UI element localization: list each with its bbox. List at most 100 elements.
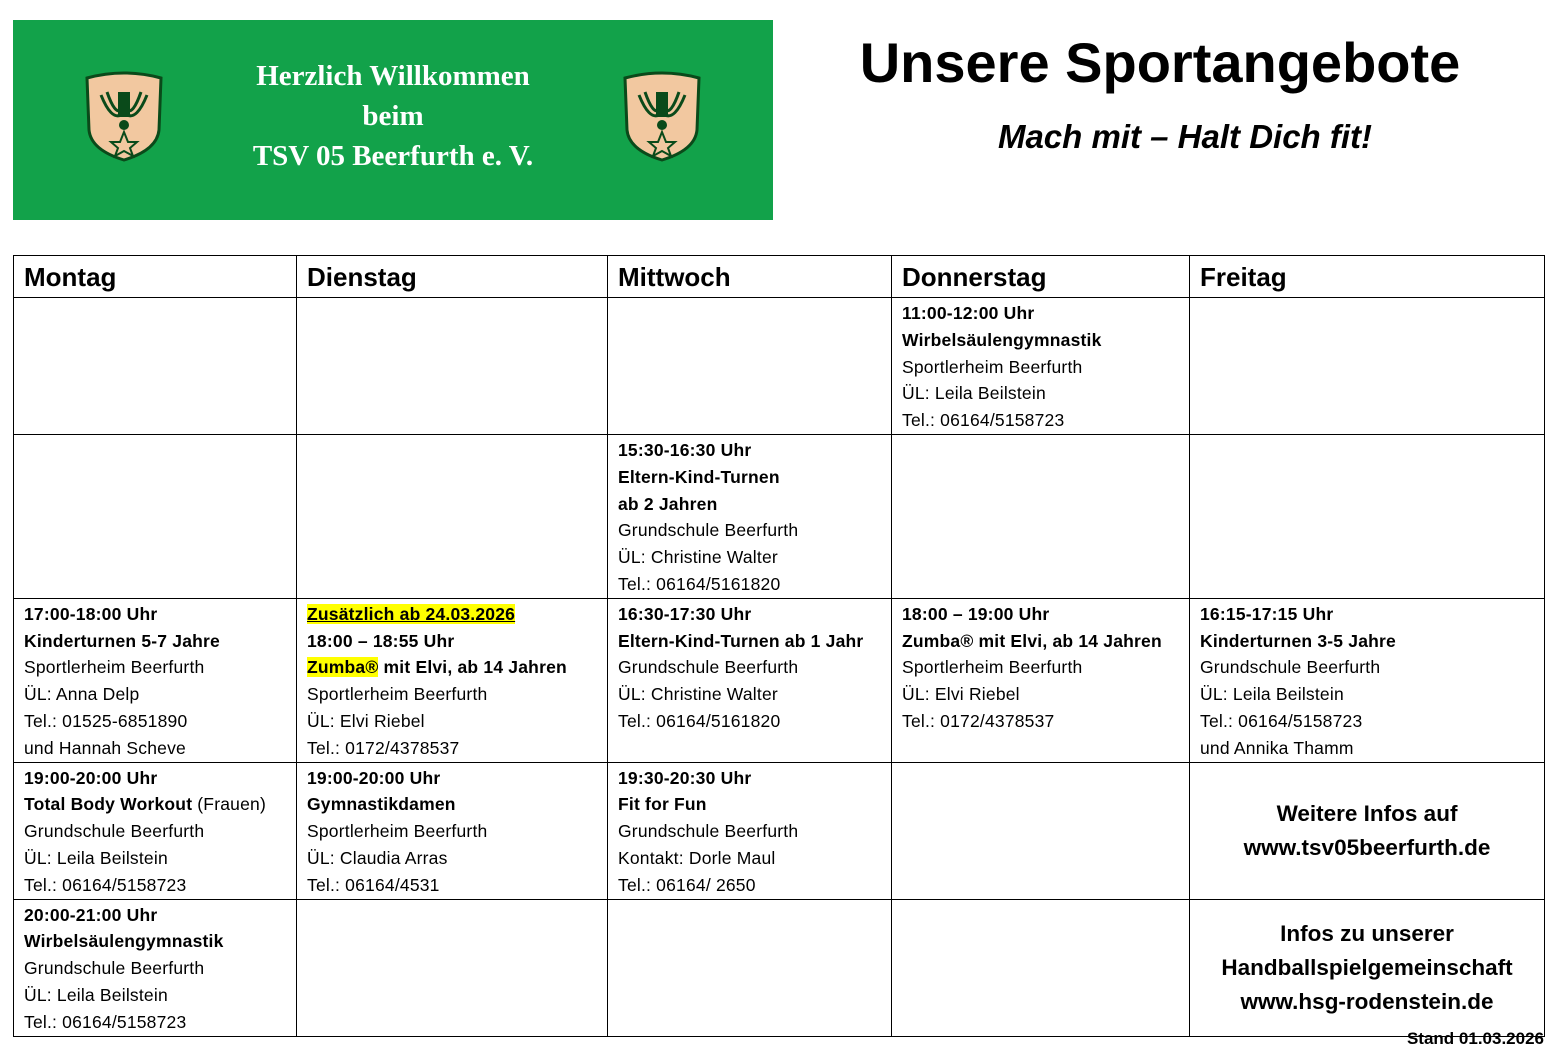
activity-text: Eltern-Kind-Turnen ab 1 Jahr (618, 630, 864, 651)
activity-line: 18:00 – 19:00 Uhr (902, 601, 1189, 628)
website-link[interactable]: www.hsg-rodenstein.de (1240, 988, 1494, 1014)
activity-line: Tel.: 0172/4378537 (307, 735, 607, 762)
activity-text: Eltern-Kind-Turnen (618, 466, 780, 487)
activity-text: Grundschule Beerfurth (618, 657, 799, 678)
schedule-cell (891, 898, 1190, 1037)
activity-text: Gymnastikdamen (307, 794, 456, 815)
activity-text: Tel.: 06164/5158723 (24, 1011, 187, 1032)
activity-text: 18:00 – 19:00 Uhr (902, 603, 1050, 624)
activity-line: Grundschule Beerfurth (24, 955, 296, 982)
stand-date: Stand 01.03.2026 (1406, 1029, 1544, 1048)
activity-text: Total Body Workout (24, 794, 193, 815)
activity-text: Tel.: 06164/ 2650 (618, 874, 756, 895)
day-header-dienstag: Dienstag (296, 255, 608, 298)
activity-line: Zumba® mit Elvi, ab 14 Jahren (307, 654, 607, 681)
activity-line: und Hannah Scheve (24, 735, 296, 762)
activity-text: Tel.: 0172/4378537 (307, 737, 460, 758)
activity-line: Tel.: 06164/5158723 (24, 872, 296, 899)
club-crest-icon (85, 71, 163, 162)
activity-line: Tel.: 06164/5158723 (902, 407, 1189, 434)
activity-text: Wirbelsäulengymnastik (24, 931, 224, 952)
activity-line: ÜL: Christine Walter (618, 681, 891, 708)
activity-text: ÜL: Elvi Riebel (902, 684, 1020, 705)
activity-text: Sportlerheim Beerfurth (307, 821, 488, 842)
schedule-cell (607, 297, 892, 435)
activity-line: Sportlerheim Beerfurth (24, 654, 296, 681)
activity-line: Wirbelsäulengymnastik (24, 928, 296, 955)
club-crest-icon (623, 71, 701, 162)
activity-line: ÜL: Elvi Riebel (307, 708, 607, 735)
schedule-cell: 11:00-12:00 Uhr Wirbelsäulengymnastik Spor… (891, 297, 1190, 435)
day-header-donnerstag: Donnerstag (891, 255, 1190, 298)
activity-text: 19:00-20:00 Uhr (24, 767, 158, 788)
activity-line: 19:00-20:00 Uhr (24, 765, 296, 792)
schedule-row: 20:00-21:00 Uhr Wirbelsäulengymnastik Grun… (13, 898, 1545, 1037)
activity-text: (Frauen) (192, 794, 266, 815)
schedule-cell (13, 297, 297, 435)
activity-text: 20:00-21:00 Uhr (24, 904, 158, 925)
activity-text: Grundschule Beerfurth (618, 821, 799, 842)
activity-line: Total Body Workout (Frauen) (24, 791, 296, 818)
activity-line: Grundschule Beerfurth (618, 517, 891, 544)
schedule-cell: 16:30-17:30 Uhr Eltern-Kind-Turnen ab 1 J… (607, 597, 892, 763)
activity-text: und Hannah Scheve (24, 737, 186, 758)
activity-line: Sportlerheim Beerfurth (902, 354, 1189, 381)
schedule-cell: 19:00-20:00 Uhr Total Body Workout (Fraue… (13, 761, 297, 900)
activity-line: ÜL: Elvi Riebel (902, 681, 1189, 708)
activity-line: Fit for Fun (618, 791, 891, 818)
activity-line: Grundschule Beerfurth (618, 818, 891, 845)
activity-line: 19:30-20:30 Uhr (618, 765, 891, 792)
activity-line: 19:00-20:00 Uhr (307, 765, 607, 792)
schedule-cell: Weitere Infos auf www.tsv05beerfurth.de (1189, 761, 1545, 900)
activity-text: ab 2 Jahren (618, 493, 718, 514)
page-subtitle: Mach mit – Halt Dich fit! (997, 118, 1373, 155)
highlighted-text: Zumba® (307, 657, 379, 678)
activity-line: 18:00 – 18:55 Uhr (307, 628, 607, 655)
schedule-cell (607, 898, 892, 1037)
activity-text: und Annika Thamm (1200, 737, 1354, 758)
info-text: Weitere Infos auf (1276, 800, 1458, 826)
activity-line: 17:00-18:00 Uhr (24, 601, 296, 628)
activity-text: Wirbelsäulengymnastik (902, 329, 1102, 350)
activity-line: ÜL: Claudia Arras (307, 845, 607, 872)
page-title: Unsere Sportangebote (859, 31, 1461, 94)
activity-line: Kinderturnen 5-7 Jahre (24, 628, 296, 655)
schedule-cell: 20:00-21:00 Uhr Wirbelsäulengymnastik Grun… (13, 898, 297, 1037)
activity-text: ÜL: Leila Beilstein (1200, 684, 1344, 705)
activity-text: ÜL: Christine Walter (618, 547, 778, 568)
activity-text: 19:00-20:00 Uhr (307, 767, 441, 788)
welcome-line: Herzlich Willkommen (256, 60, 530, 92)
activity-line: Gymnastikdamen (307, 791, 607, 818)
activity-line: Wirbelsäulengymnastik (902, 327, 1189, 354)
activity-text: Tel.: 06164/5161820 (618, 710, 781, 731)
activity-line: Tel.: 06164/5161820 (618, 708, 891, 735)
activity-text: Grundschule Beerfurth (24, 958, 205, 979)
website-link[interactable]: www.tsv05beerfurth.de (1243, 834, 1491, 860)
activity-text: Sportlerheim Beerfurth (24, 657, 205, 678)
activity-text: ÜL: Leila Beilstein (24, 984, 168, 1005)
activity-text: Kinderturnen 3-5 Jahre (1200, 630, 1396, 651)
activity-text: Tel.: 06164/5158723 (24, 874, 187, 895)
activity-line: ÜL: Anna Delp (24, 681, 296, 708)
day-header-mittwoch: Mittwoch (607, 255, 892, 298)
activity-line: Zusätzlich ab 24.03.2026 (307, 601, 607, 628)
activity-text: Tel.: 01525-6851890 (24, 710, 188, 731)
activity-text: Tel.: 06164/4531 (307, 874, 440, 895)
activity-line: 16:30-17:30 Uhr (618, 601, 891, 628)
activity-line: ÜL: Leila Beilstein (902, 380, 1189, 407)
activity-line: ÜL: Christine Walter (618, 544, 891, 571)
schedule-cell: 19:30-20:30 Uhr Fit for Fun Grundschule Be… (607, 761, 892, 900)
activity-line: Sportlerheim Beerfurth (307, 818, 607, 845)
schedule-cell (296, 898, 608, 1037)
welcome-line: beim (362, 100, 424, 132)
schedule-cell (296, 433, 608, 599)
activity-text: ÜL: Leila Beilstein (24, 847, 168, 868)
activity-text: Tel.: 06164/5161820 (618, 573, 781, 594)
activity-text: ÜL: Anna Delp (24, 684, 140, 705)
activity-line: Sportlerheim Beerfurth (307, 681, 607, 708)
activity-line: 16:15-17:15 Uhr (1200, 601, 1544, 628)
activity-line: 11:00-12:00 Uhr (902, 300, 1189, 327)
activity-line: und Annika Thamm (1200, 735, 1544, 762)
activity-line: 20:00-21:00 Uhr (24, 902, 296, 929)
activity-line: Kinderturnen 3-5 Jahre (1200, 628, 1544, 655)
